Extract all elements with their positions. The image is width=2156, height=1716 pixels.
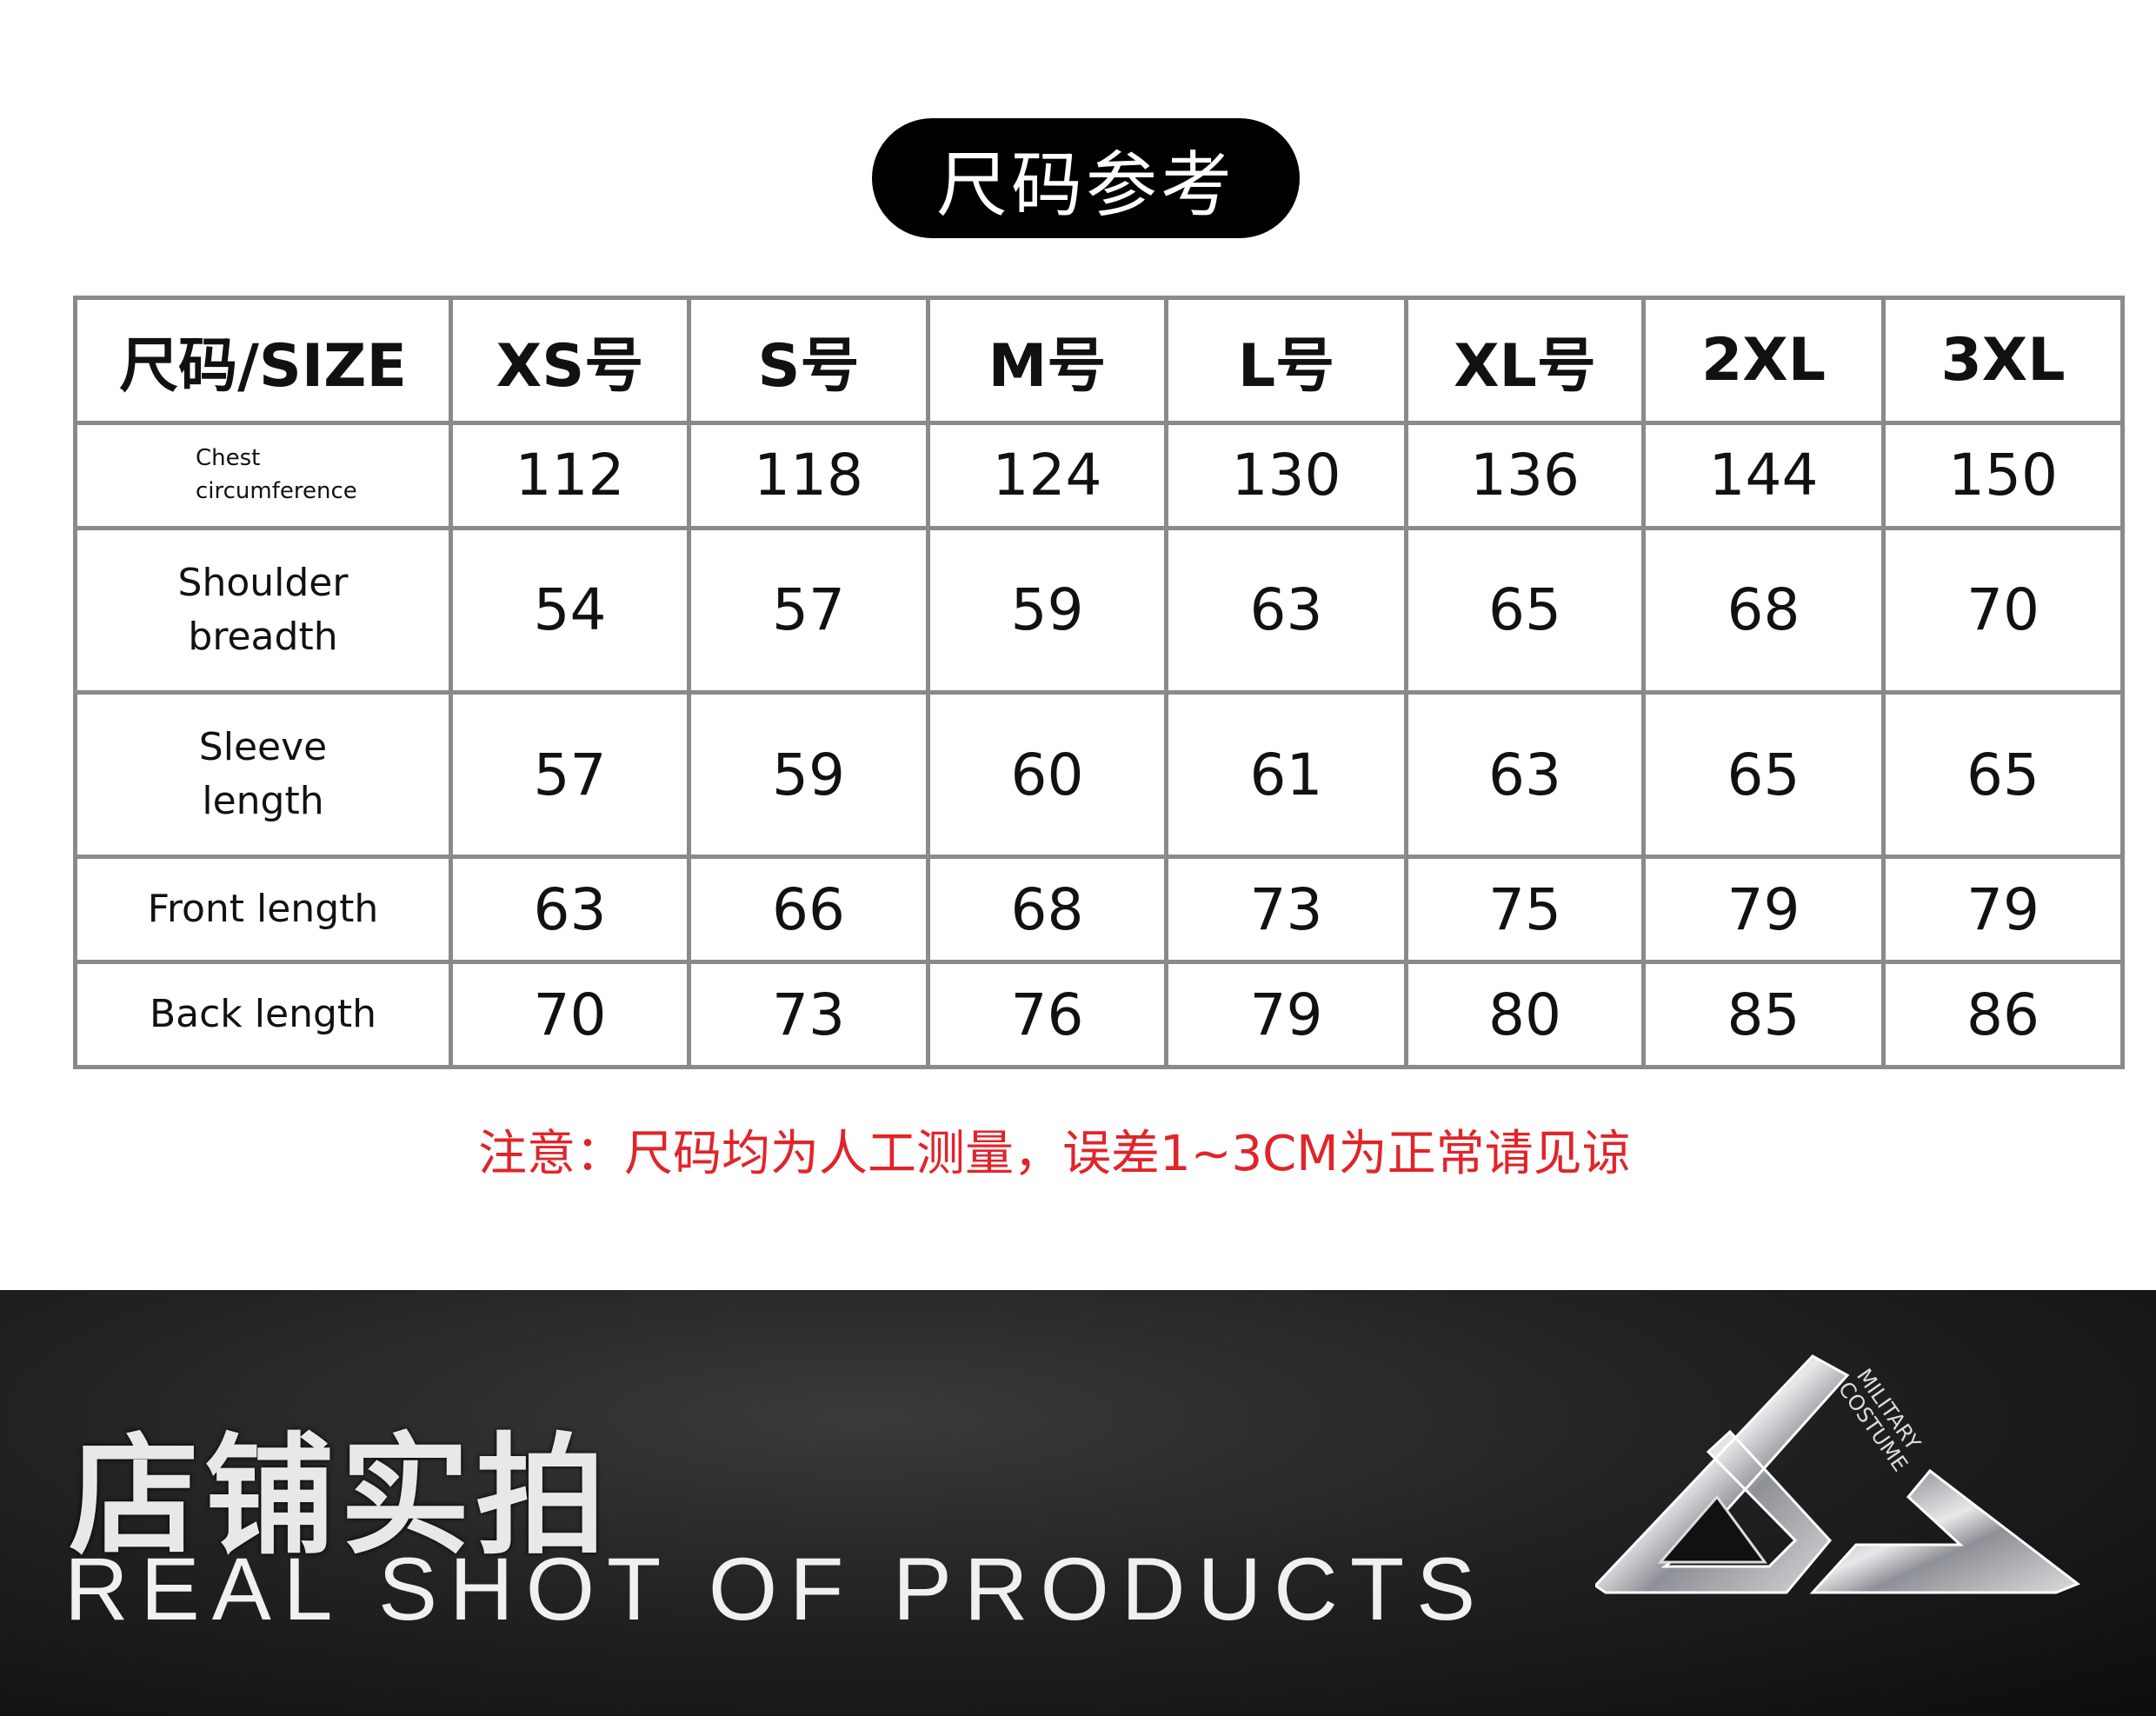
column-header: 3XL [1881, 296, 2125, 425]
table-row: Sleeve length 57 59 60 61 63 65 65 [73, 689, 2125, 860]
table-cell: 73 [1164, 855, 1408, 964]
table-cell: 86 [1881, 960, 2125, 1069]
section-title: 尺码参考 [872, 118, 1300, 238]
table-cell: 65 [1641, 689, 1886, 860]
table-cell: 59 [687, 689, 930, 860]
table-cell: 85 [1641, 960, 1886, 1069]
size-table: 尺码/SIZE XS号 S号 M号 L号 XL号 2XL 3XL Chest circumfer… [73, 296, 2125, 1069]
table-cell: 61 [1164, 689, 1408, 860]
table-row: Shoulder breadth 54 57 59 63 65 68 70 [73, 525, 2125, 695]
table-cell: 75 [1404, 855, 1646, 964]
column-header: 2XL [1641, 296, 1886, 425]
table-cell: 70 [449, 960, 691, 1069]
table-cell: 60 [926, 689, 1168, 860]
table-cell: 70 [1881, 525, 2125, 695]
table-row: Front length 63 66 68 73 75 79 79 [73, 855, 2125, 964]
table-cell: 63 [1404, 689, 1646, 860]
table-cell: 79 [1164, 960, 1408, 1069]
row-label-line: Back length [149, 992, 377, 1037]
row-label: Front length [73, 855, 453, 964]
table-cell: 118 [687, 421, 930, 530]
row-label: Sleeve length [73, 689, 453, 860]
row-label-line: length [202, 779, 324, 824]
table-cell: 63 [449, 855, 691, 964]
table-cell: 124 [926, 421, 1168, 530]
table-cell: 66 [687, 855, 930, 964]
column-header: 尺码/SIZE [73, 296, 453, 425]
column-header: L号 [1164, 296, 1408, 425]
table-cell: 73 [687, 960, 930, 1069]
row-label-line: Front length [147, 887, 379, 932]
row-label-line: Sleeve [198, 725, 328, 770]
banner-title-cn: 店铺实拍 [69, 1421, 612, 1573]
row-label-line: Chest [196, 445, 261, 472]
column-header: XL号 [1404, 296, 1646, 425]
table-cell: 150 [1881, 421, 2125, 530]
row-label: Back length [73, 960, 453, 1069]
row-label-line: circumference [196, 477, 357, 504]
measurement-note: 注意：尺码均为人工测量，误差1~3CM为正常请见谅 [478, 1126, 1631, 1182]
table-cell: 144 [1641, 421, 1886, 530]
banner-title-en: REAL SHOT OF PRODUCTS [64, 1540, 1488, 1639]
row-label-line: Shoulder [177, 561, 349, 606]
column-header: S号 [687, 296, 930, 425]
row-label: Shoulder breadth [73, 525, 453, 695]
table-cell: 76 [926, 960, 1168, 1069]
table-cell: 79 [1641, 855, 1886, 964]
table-cell: 65 [1404, 525, 1646, 695]
table-cell: 136 [1404, 421, 1646, 530]
table-cell: 59 [926, 525, 1168, 695]
column-header: M号 [926, 296, 1168, 425]
table-cell: 112 [449, 421, 691, 530]
brand-logo: MILITARY COSTUME [1595, 1354, 2081, 1594]
table-cell: 68 [926, 855, 1168, 964]
table-cell: 57 [687, 525, 930, 695]
table-cell: 80 [1404, 960, 1646, 1069]
table-cell: 68 [1641, 525, 1886, 695]
table-cell: 54 [449, 525, 691, 695]
table-row: Back length 70 73 76 79 80 85 86 [73, 960, 2125, 1069]
row-label: Chest circumference [73, 421, 453, 530]
table-cell: 63 [1164, 525, 1408, 695]
table-row: Chest circumference 112 118 124 130 136 144 150 [73, 421, 2125, 530]
table-cell: 65 [1881, 689, 2125, 860]
table-cell: 79 [1881, 855, 2125, 964]
table-cell: 57 [449, 689, 691, 860]
header-row: 尺码/SIZE XS号 S号 M号 L号 XL号 2XL 3XL [73, 296, 2125, 425]
table-cell: 130 [1164, 421, 1408, 530]
column-header: XS号 [449, 296, 691, 425]
row-label-line: breadth [188, 614, 338, 659]
